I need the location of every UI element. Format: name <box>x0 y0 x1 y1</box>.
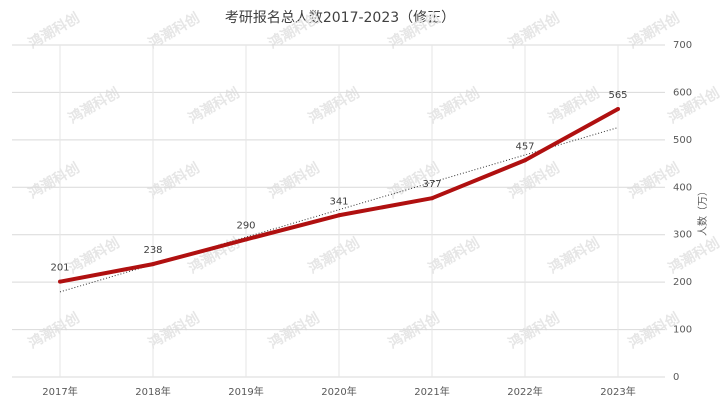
chart-title: 考研报名总人数2017-2023（修正） <box>225 10 455 26</box>
point <box>58 279 62 284</box>
y-tick-label: 100 <box>673 325 692 336</box>
x-tick-label: 2018年 <box>135 385 170 398</box>
x-tick-label: 2021年 <box>414 385 449 398</box>
y-tick-label: 400 <box>673 182 692 193</box>
x-tick-label: 2019年 <box>228 385 263 398</box>
x-tick-label: 2020年 <box>321 385 356 398</box>
y-axis-title: 人数（万） <box>696 186 709 236</box>
x-tick-label: 2017年 <box>42 385 77 398</box>
x-tick-label: 2023年 <box>600 385 635 398</box>
data-label: 457 <box>515 141 534 152</box>
data-label: 565 <box>608 90 627 101</box>
y-tick-label: 200 <box>673 277 692 288</box>
point <box>151 262 155 267</box>
data-label: 290 <box>236 220 255 231</box>
y-tick-label: 0 <box>673 372 679 383</box>
point <box>523 158 527 163</box>
x-tick-label: 2022年 <box>507 385 542 398</box>
point <box>337 213 341 218</box>
data-label: 238 <box>143 245 162 256</box>
data-label: 377 <box>422 179 441 190</box>
y-tick-label: 500 <box>673 135 692 146</box>
point <box>244 237 248 242</box>
data-label: 341 <box>329 196 348 207</box>
point <box>616 107 620 112</box>
data-label: 201 <box>50 263 69 274</box>
y-tick-label: 700 <box>673 40 692 51</box>
y-tick-label: 300 <box>673 230 692 241</box>
y-tick-label: 600 <box>673 87 692 98</box>
point <box>430 196 434 201</box>
